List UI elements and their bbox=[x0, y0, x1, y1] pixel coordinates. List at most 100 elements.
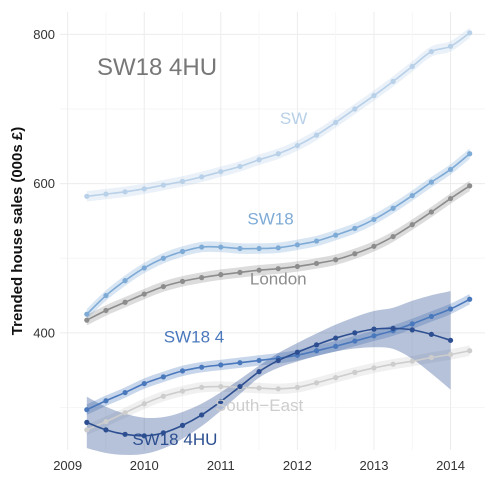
point-sw bbox=[313, 132, 320, 138]
point-south-east bbox=[390, 361, 396, 367]
point-south-east bbox=[103, 419, 109, 425]
point-south-east bbox=[371, 365, 377, 371]
point-sw18-4 bbox=[122, 389, 128, 396]
x-tick-label: 2014 bbox=[436, 458, 465, 473]
point-south-east bbox=[409, 358, 415, 364]
point-sw bbox=[218, 169, 224, 175]
point-south-east bbox=[199, 384, 205, 390]
point-sw bbox=[256, 157, 262, 163]
point-sw18-4hu bbox=[275, 357, 281, 364]
point-sw18-4hu bbox=[179, 422, 186, 428]
point-sw bbox=[179, 178, 186, 184]
point-sw18 bbox=[103, 292, 109, 299]
series-label-south-east: South−East bbox=[215, 396, 304, 415]
series-label-sw18-4: SW18 4 bbox=[164, 328, 224, 347]
point-sw18-4hu bbox=[160, 430, 166, 436]
point-south-east bbox=[428, 354, 434, 361]
point-sw bbox=[103, 191, 109, 197]
series-label-sw18-4hu: SW18 4HU bbox=[132, 430, 217, 449]
point-sw bbox=[352, 106, 358, 112]
point-london bbox=[218, 272, 224, 278]
series-label-sw: SW bbox=[280, 109, 307, 128]
point-sw bbox=[294, 142, 300, 149]
point-sw18 bbox=[409, 192, 415, 199]
point-sw bbox=[160, 182, 166, 188]
series-label-london: London bbox=[250, 269, 307, 288]
point-sw bbox=[409, 63, 415, 70]
point-sw bbox=[390, 78, 396, 84]
point-sw18-4 bbox=[447, 306, 454, 312]
y-tick-label: 400 bbox=[33, 325, 55, 340]
point-sw bbox=[237, 163, 243, 170]
point-sw bbox=[199, 174, 205, 180]
y-axis-tick-labels: 400 600 800 bbox=[33, 27, 55, 340]
point-south-east bbox=[275, 386, 281, 392]
point-sw18-4hu bbox=[199, 412, 205, 418]
series-points bbox=[84, 30, 473, 439]
x-tick-label: 2012 bbox=[283, 458, 312, 473]
point-sw18-4hu bbox=[390, 325, 396, 331]
point-london bbox=[122, 299, 128, 305]
point-sw18-4 bbox=[199, 364, 205, 370]
point-sw18-4hu bbox=[371, 326, 377, 332]
band-sw18-4 bbox=[86, 294, 470, 415]
point-sw18 bbox=[179, 248, 186, 255]
point-sw18 bbox=[428, 179, 434, 185]
point-sw18 bbox=[390, 205, 396, 211]
point-sw18-4hu bbox=[294, 349, 300, 355]
point-sw bbox=[275, 151, 281, 157]
point-sw bbox=[428, 48, 434, 55]
point-london bbox=[237, 269, 243, 276]
point-london bbox=[333, 257, 339, 263]
point-sw18 bbox=[467, 151, 473, 157]
point-south-east bbox=[294, 384, 300, 390]
point-sw18 bbox=[199, 244, 205, 250]
point-london bbox=[275, 266, 281, 272]
point-sw18 bbox=[160, 255, 166, 261]
point-south-east bbox=[160, 393, 166, 399]
y-axis-label: Trended house sales (000s £) bbox=[9, 127, 26, 335]
point-sw18 bbox=[122, 278, 128, 284]
point-sw18-4hu bbox=[352, 330, 358, 336]
point-sw18 bbox=[141, 265, 147, 271]
point-sw18-4 bbox=[141, 380, 147, 387]
point-sw18-4hu bbox=[409, 327, 415, 333]
point-sw18-4 bbox=[313, 348, 320, 354]
point-sw18-4 bbox=[103, 398, 109, 404]
point-sw18-4 bbox=[428, 313, 434, 320]
point-london bbox=[199, 275, 205, 281]
point-london bbox=[371, 243, 377, 249]
point-sw18 bbox=[218, 244, 224, 250]
point-sw18 bbox=[237, 245, 243, 252]
point-sw bbox=[333, 119, 339, 126]
point-sw18-4 bbox=[352, 338, 358, 344]
point-sw18-4hu bbox=[103, 427, 109, 433]
point-sw18-4hu bbox=[84, 419, 90, 425]
point-sw18-4hu bbox=[428, 331, 434, 337]
point-sw18 bbox=[256, 245, 262, 252]
point-sw18-4hu bbox=[141, 433, 147, 439]
point-south-east bbox=[122, 410, 128, 416]
point-london bbox=[179, 278, 186, 284]
point-south-east bbox=[352, 369, 358, 375]
point-sw18-4hu bbox=[313, 342, 320, 348]
point-sw18-4 bbox=[371, 333, 377, 339]
point-london bbox=[103, 307, 109, 314]
point-sw18-4 bbox=[160, 374, 166, 380]
point-sw18-4 bbox=[333, 343, 339, 349]
x-axis-tick-labels: 2009 2010 2011 2012 2013 2014 bbox=[53, 458, 465, 473]
point-south-east bbox=[179, 388, 186, 394]
point-sw18 bbox=[333, 232, 339, 238]
point-sw18 bbox=[313, 238, 320, 244]
x-tick-label: 2013 bbox=[360, 458, 389, 473]
point-london bbox=[390, 233, 396, 240]
point-sw18-4hu bbox=[122, 431, 128, 437]
point-sw18 bbox=[447, 166, 454, 173]
x-tick-label: 2011 bbox=[207, 458, 235, 473]
point-south-east bbox=[467, 348, 473, 354]
point-sw18-4 bbox=[409, 321, 415, 327]
point-sw18 bbox=[371, 216, 377, 223]
point-sw18 bbox=[275, 245, 281, 251]
point-sw bbox=[467, 30, 473, 36]
